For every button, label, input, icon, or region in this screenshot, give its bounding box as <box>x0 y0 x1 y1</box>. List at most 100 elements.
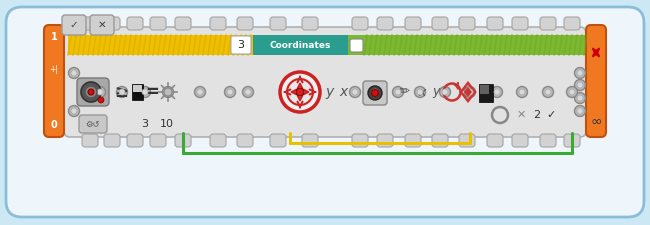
Circle shape <box>352 89 358 95</box>
FancyBboxPatch shape <box>104 134 120 147</box>
Circle shape <box>417 89 423 95</box>
Text: y: y <box>432 86 439 99</box>
Circle shape <box>68 68 79 79</box>
Text: x: x <box>339 85 347 99</box>
Text: +|: +| <box>49 65 58 74</box>
Circle shape <box>81 82 101 102</box>
Circle shape <box>71 108 77 114</box>
Circle shape <box>71 70 77 76</box>
FancyBboxPatch shape <box>350 39 363 52</box>
Circle shape <box>224 86 235 97</box>
Text: 2: 2 <box>534 110 541 120</box>
Text: ✓: ✓ <box>546 110 556 120</box>
Bar <box>253 35 348 55</box>
Text: =: = <box>145 83 159 101</box>
Circle shape <box>567 86 577 97</box>
Circle shape <box>165 89 171 95</box>
Circle shape <box>491 86 502 97</box>
FancyBboxPatch shape <box>405 134 421 147</box>
FancyBboxPatch shape <box>82 17 98 30</box>
Circle shape <box>575 79 586 90</box>
Circle shape <box>162 86 174 97</box>
Text: 10: 10 <box>160 119 174 129</box>
FancyBboxPatch shape <box>432 134 448 147</box>
Text: 1: 1 <box>51 32 57 42</box>
Text: ✏: ✏ <box>398 86 410 99</box>
FancyBboxPatch shape <box>377 17 393 30</box>
Circle shape <box>242 86 254 97</box>
FancyBboxPatch shape <box>432 17 448 30</box>
FancyBboxPatch shape <box>487 17 503 30</box>
Circle shape <box>494 89 500 95</box>
Circle shape <box>519 89 525 95</box>
FancyBboxPatch shape <box>44 25 64 137</box>
FancyBboxPatch shape <box>540 134 556 147</box>
Circle shape <box>194 86 205 97</box>
Circle shape <box>569 89 575 95</box>
Circle shape <box>98 97 104 103</box>
FancyBboxPatch shape <box>104 17 120 30</box>
FancyBboxPatch shape <box>175 134 191 147</box>
Circle shape <box>415 86 426 97</box>
Circle shape <box>372 90 378 97</box>
Circle shape <box>368 86 382 100</box>
FancyBboxPatch shape <box>175 17 191 30</box>
FancyBboxPatch shape <box>150 134 166 147</box>
Circle shape <box>369 86 380 97</box>
FancyBboxPatch shape <box>512 17 528 30</box>
Circle shape <box>545 89 551 95</box>
Bar <box>479 84 493 102</box>
FancyBboxPatch shape <box>64 27 586 137</box>
FancyBboxPatch shape <box>6 7 644 217</box>
FancyBboxPatch shape <box>79 115 107 133</box>
Circle shape <box>465 86 476 97</box>
Bar <box>132 84 143 100</box>
Circle shape <box>227 89 233 95</box>
Circle shape <box>575 92 586 104</box>
Circle shape <box>517 86 528 97</box>
FancyBboxPatch shape <box>302 17 318 30</box>
Circle shape <box>575 106 586 117</box>
Circle shape <box>94 86 105 97</box>
FancyBboxPatch shape <box>237 134 253 147</box>
Bar <box>480 85 489 94</box>
Bar <box>68 35 253 55</box>
Circle shape <box>119 89 125 95</box>
FancyBboxPatch shape <box>352 17 368 30</box>
Text: ∞: ∞ <box>590 115 602 129</box>
FancyBboxPatch shape <box>210 134 226 147</box>
FancyBboxPatch shape <box>82 134 98 147</box>
FancyBboxPatch shape <box>405 17 421 30</box>
Circle shape <box>88 89 94 95</box>
Circle shape <box>442 89 448 95</box>
Bar <box>348 35 586 55</box>
Circle shape <box>296 88 304 96</box>
Bar <box>133 85 142 92</box>
Circle shape <box>116 86 127 97</box>
Circle shape <box>280 72 320 112</box>
Text: ✓: ✓ <box>70 20 79 30</box>
Circle shape <box>142 89 148 95</box>
Circle shape <box>395 89 401 95</box>
Text: ≥: ≥ <box>114 83 128 101</box>
Circle shape <box>543 86 554 97</box>
Text: 0: 0 <box>51 120 57 130</box>
Circle shape <box>577 82 583 88</box>
Text: ⚙↺: ⚙↺ <box>84 119 99 128</box>
Circle shape <box>97 89 103 95</box>
Circle shape <box>575 68 586 79</box>
Circle shape <box>467 89 473 95</box>
FancyBboxPatch shape <box>270 134 286 147</box>
FancyBboxPatch shape <box>586 25 606 137</box>
FancyBboxPatch shape <box>77 78 109 106</box>
Circle shape <box>393 86 404 97</box>
Circle shape <box>577 108 583 114</box>
FancyBboxPatch shape <box>459 134 475 147</box>
Polygon shape <box>464 87 472 97</box>
Text: ✕: ✕ <box>98 20 107 30</box>
Circle shape <box>577 95 583 101</box>
FancyBboxPatch shape <box>302 134 318 147</box>
Circle shape <box>245 89 251 95</box>
FancyBboxPatch shape <box>352 134 368 147</box>
FancyBboxPatch shape <box>62 15 86 35</box>
